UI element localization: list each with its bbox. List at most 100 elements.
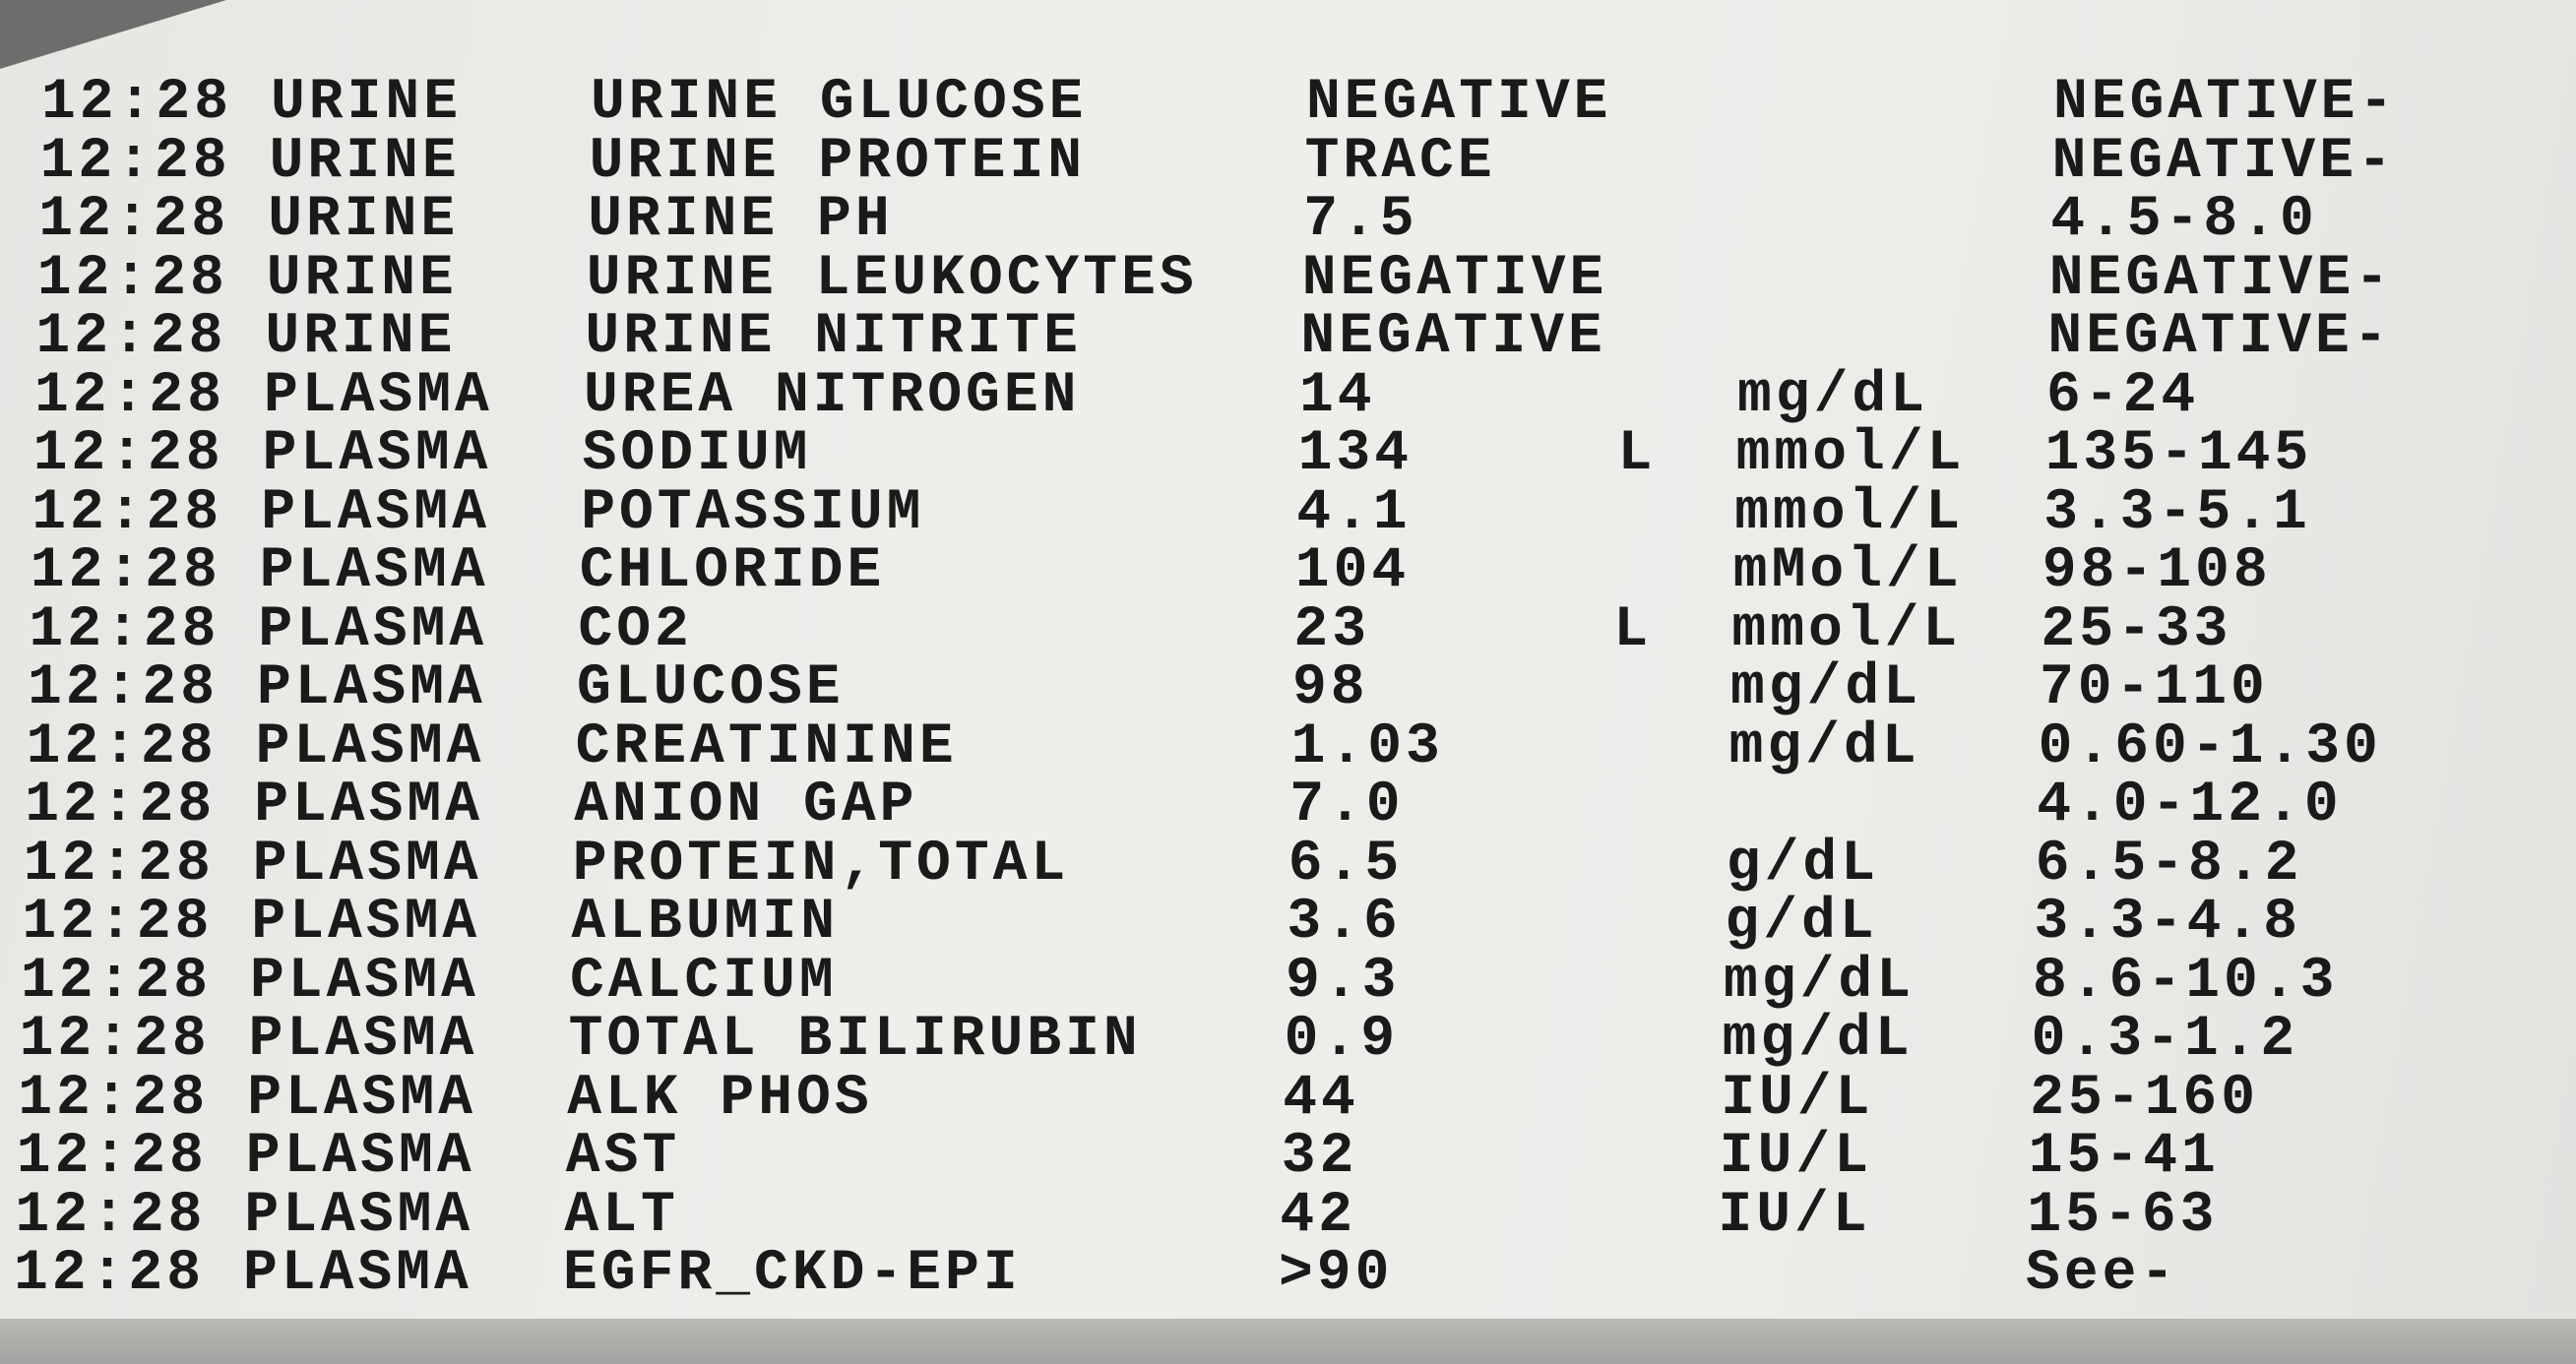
result-cell: 4.1: [1296, 480, 1412, 545]
test-name-cell: ALBUMIN: [571, 891, 840, 955]
result-cell: 9.3: [1286, 949, 1401, 1014]
specimen-cell: PLASMA: [247, 1066, 477, 1131]
result-cell: 134: [1297, 422, 1414, 486]
result-cell: 6.5: [1288, 832, 1404, 897]
paper-corner: [0, 0, 226, 69]
test-name-cell: PROTEIN,TOTAL: [572, 832, 1070, 897]
units-cell: mMol/L: [1732, 539, 1963, 603]
result-cell: 0.9: [1284, 1008, 1400, 1072]
units-cell: IU/L: [1721, 1066, 1874, 1131]
units-cell: IU/L: [1718, 1183, 1871, 1248]
specimen-cell: PLASMA: [243, 1242, 472, 1306]
specimen-cell: PLASMA: [255, 714, 485, 779]
specimen-cell: URINE: [265, 305, 457, 369]
flag-cell: L: [1617, 422, 1657, 486]
time-cell: 12:28: [30, 539, 221, 603]
specimen-cell: PLASMA: [251, 891, 481, 955]
reference-range-cell: 3.3-4.8: [2034, 891, 2302, 955]
result-cell: 42: [1280, 1183, 1357, 1248]
reference-range-cell: 135-145: [2044, 422, 2313, 486]
reference-range-cell: NEGATIVE-: [2047, 305, 2392, 369]
result-cell: NEGATIVE: [1300, 305, 1606, 369]
time-cell: 12:28: [31, 480, 223, 545]
result-cell: 3.6: [1287, 891, 1402, 955]
result-cell: 98: [1292, 656, 1369, 720]
specimen-cell: PLASMA: [261, 480, 491, 545]
reference-range-cell: 98-108: [2042, 539, 2272, 603]
time-cell: 12:28: [34, 363, 226, 428]
reference-range-cell: 8.6-10.3: [2033, 949, 2339, 1014]
test-name-cell: URINE PH: [588, 188, 894, 252]
reference-range-cell: NEGATIVE-: [2048, 246, 2394, 311]
test-name-cell: URINE GLUCOSE: [591, 71, 1088, 135]
reference-range-cell: 6-24: [2046, 363, 2200, 428]
specimen-cell: URINE: [271, 71, 463, 135]
test-name-cell: ALT: [564, 1183, 679, 1248]
specimen-cell: URINE: [268, 188, 460, 252]
test-name-cell: SODIUM: [582, 422, 812, 486]
result-cell: NEGATIVE: [1306, 71, 1612, 135]
specimen-cell: PLASMA: [258, 597, 488, 662]
time-cell: 12:28: [28, 656, 220, 720]
result-cell: 7.5: [1303, 188, 1418, 252]
time-cell: 12:28: [29, 597, 220, 662]
reference-range-cell: NEGATIVE-: [2053, 71, 2398, 135]
result-cell: 44: [1283, 1066, 1359, 1131]
reference-range-cell: 3.3-5.1: [2043, 480, 2311, 545]
units-cell: g/dL: [1726, 832, 1880, 897]
specimen-cell: URINE: [266, 246, 458, 311]
reference-range-cell: 6.5-8.2: [2035, 832, 2303, 897]
time-cell: 12:28: [19, 1008, 211, 1072]
result-cell: 104: [1294, 539, 1411, 603]
time-cell: 12:28: [21, 949, 213, 1014]
units-cell: mg/dL: [1722, 1008, 1914, 1072]
test-name-cell: URINE NITRITE: [585, 305, 1082, 369]
time-cell: 12:28: [18, 1066, 210, 1131]
time-cell: 12:28: [16, 1125, 208, 1189]
test-name-cell: ANION GAP: [574, 774, 918, 837]
result-cell: 1.03: [1290, 714, 1444, 779]
specimen-cell: PLASMA: [264, 363, 493, 428]
test-name-cell: CHLORIDE: [579, 539, 886, 603]
reference-range-cell: 70-110: [2040, 656, 2269, 720]
time-cell: 12:28: [38, 188, 230, 252]
specimen-cell: PLASMA: [245, 1125, 475, 1189]
units-cell: mg/dL: [1730, 656, 1922, 720]
test-name-cell: AST: [565, 1125, 681, 1189]
flag-cell: L: [1613, 597, 1653, 662]
result-cell: NEGATIVE: [1301, 246, 1608, 311]
time-cell: 12:28: [26, 714, 218, 779]
units-cell: g/dL: [1725, 891, 1878, 955]
specimen-cell: PLASMA: [248, 1008, 478, 1072]
result-cell: 7.0: [1289, 774, 1405, 837]
units-cell: mg/dL: [1728, 714, 1920, 779]
reference-range-cell: See-: [2026, 1242, 2179, 1306]
time-cell: 12:28: [39, 129, 231, 194]
result-cell: 14: [1299, 363, 1376, 428]
time-cell: 12:28: [15, 1183, 207, 1248]
result-cell: >90: [1279, 1242, 1394, 1306]
units-cell: mmol/L: [1735, 422, 1966, 486]
specimen-cell: URINE: [269, 129, 461, 194]
specimen-cell: PLASMA: [244, 1183, 474, 1248]
units-cell: mg/dL: [1737, 363, 1929, 428]
time-cell: 12:28: [25, 774, 217, 837]
specimen-cell: PLASMA: [262, 422, 492, 486]
test-name-cell: ALK PHOS: [567, 1066, 873, 1131]
time-cell: 12:28: [35, 305, 227, 369]
result-cell: 32: [1281, 1125, 1358, 1189]
reference-range-cell: 15-63: [2027, 1183, 2219, 1248]
test-name-cell: GLUCOSE: [577, 656, 845, 720]
units-cell: mmol/L: [1731, 597, 1962, 662]
time-cell: 12:28: [22, 891, 214, 955]
specimen-cell: PLASMA: [250, 949, 479, 1014]
time-cell: 12:28: [32, 422, 224, 486]
units-cell: mmol/L: [1734, 480, 1965, 545]
specimen-cell: PLASMA: [259, 539, 489, 603]
result-cell: TRACE: [1304, 129, 1496, 194]
test-name-cell: URINE LEUKOCYTES: [586, 246, 1198, 311]
reference-range-cell: 25-160: [2030, 1066, 2260, 1131]
specimen-cell: PLASMA: [254, 774, 484, 837]
reference-range-cell: NEGATIVE-: [2051, 129, 2396, 194]
result-cell: 23: [1293, 597, 1371, 662]
